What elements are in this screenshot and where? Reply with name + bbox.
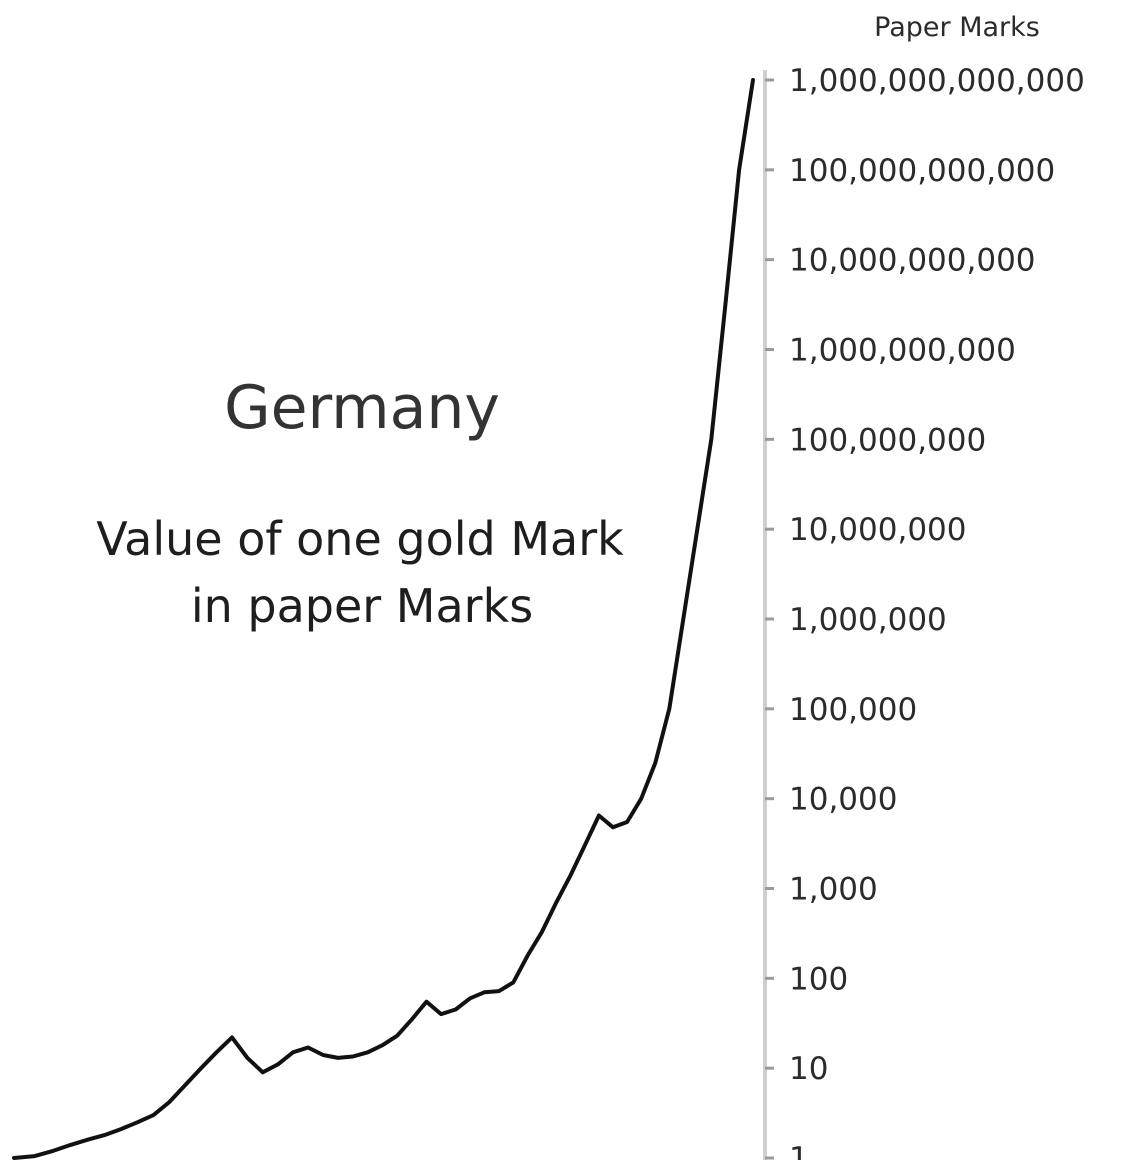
y-tick-label: 100,000,000,000 bbox=[789, 153, 1055, 189]
data-point bbox=[484, 991, 486, 993]
data-point bbox=[724, 306, 726, 308]
data-point bbox=[440, 1013, 442, 1015]
data-point bbox=[200, 1067, 202, 1069]
data-point bbox=[598, 814, 600, 817]
data-point bbox=[70, 1144, 72, 1146]
y-tick-label: 1 bbox=[789, 1141, 809, 1160]
data-point bbox=[337, 1057, 339, 1059]
data-point bbox=[752, 79, 754, 81]
data-point bbox=[307, 1046, 309, 1049]
y-tick-label: 100,000 bbox=[789, 692, 917, 728]
data-point bbox=[541, 931, 543, 933]
data-point bbox=[469, 997, 471, 999]
y-tick-label: 1,000 bbox=[789, 872, 878, 908]
data-point bbox=[555, 901, 557, 904]
y-tick-label: 10,000,000 bbox=[789, 512, 967, 548]
y-tick-label: 1,000,000,000,000 bbox=[789, 63, 1085, 99]
data-point bbox=[682, 618, 684, 620]
series-line bbox=[12, 78, 755, 1160]
data-point bbox=[425, 1001, 428, 1003]
data-point bbox=[626, 821, 628, 823]
data-point bbox=[34, 1155, 36, 1157]
data-point bbox=[668, 708, 670, 710]
data-point bbox=[367, 1051, 369, 1053]
data-point bbox=[13, 1157, 15, 1159]
data-point bbox=[152, 1114, 155, 1116]
data-point bbox=[246, 1057, 248, 1059]
data-point bbox=[136, 1121, 138, 1123]
data-point bbox=[396, 1035, 398, 1037]
y-tick-label: 10,000,000,000 bbox=[789, 243, 1036, 279]
data-point bbox=[738, 169, 740, 171]
y-tick-label: 10,000 bbox=[789, 782, 897, 818]
data-point bbox=[512, 981, 514, 984]
data-point bbox=[710, 438, 712, 440]
y-tick-label: 100,000,000 bbox=[789, 422, 986, 458]
data-point bbox=[215, 1051, 218, 1053]
y-tick-label: 100 bbox=[789, 961, 848, 997]
data-point bbox=[262, 1071, 264, 1073]
data-point bbox=[612, 826, 614, 828]
y-tick-label: 10 bbox=[789, 1051, 828, 1087]
data-point bbox=[411, 1018, 413, 1020]
chart-title: Germany bbox=[224, 373, 500, 443]
series-layer bbox=[12, 78, 755, 1160]
data-point bbox=[87, 1139, 89, 1141]
data-point bbox=[120, 1128, 122, 1130]
data-point bbox=[52, 1150, 54, 1152]
data-point bbox=[277, 1063, 279, 1065]
data-point bbox=[184, 1084, 186, 1086]
data-point bbox=[352, 1055, 354, 1058]
data-point bbox=[569, 874, 572, 877]
data-point bbox=[640, 798, 642, 800]
chart-subtitle-line-1: Value of one gold Mark bbox=[96, 512, 624, 566]
data-point bbox=[168, 1101, 170, 1103]
data-point bbox=[455, 1008, 457, 1011]
data-point bbox=[654, 762, 656, 764]
data-point bbox=[381, 1044, 384, 1046]
data-point bbox=[292, 1051, 294, 1053]
data-point bbox=[498, 990, 500, 992]
chart-subtitle-line-2: in paper Marks bbox=[191, 579, 533, 633]
data-point bbox=[231, 1036, 233, 1038]
y-tick-label: 1,000,000 bbox=[789, 602, 947, 638]
y-axis-ticks: 1 10 100 1,000 10,000 100,000 1,000,000 10,000,… bbox=[765, 63, 1085, 1160]
data-point bbox=[527, 954, 529, 957]
y-tick-label: 1,000,000,000 bbox=[789, 333, 1016, 369]
data-point bbox=[322, 1054, 324, 1056]
data-point bbox=[584, 845, 586, 847]
y-axis-title: Paper Marks bbox=[874, 12, 1040, 43]
data-point bbox=[696, 528, 698, 530]
data-point bbox=[103, 1134, 106, 1136]
